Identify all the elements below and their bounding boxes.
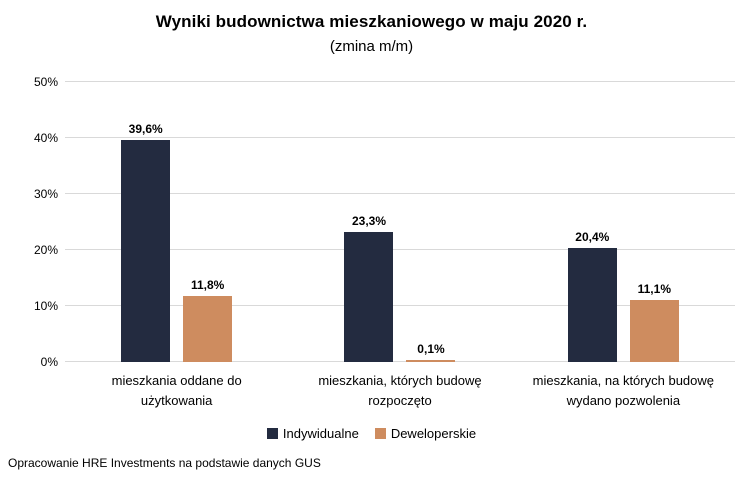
bar-indywidualne: 39,6% bbox=[121, 122, 171, 362]
legend-item-indywidualne: Indywidualne bbox=[266, 426, 359, 441]
legend: Indywidualne Deweloperskie bbox=[0, 426, 743, 441]
source-note: Opracowanie HRE Investments na podstawie… bbox=[8, 456, 321, 470]
chart-subtitle: (zmina m/m) bbox=[329, 38, 414, 55]
gridline bbox=[65, 305, 735, 306]
x-axis: mieszkania oddane do użytkowania mieszkan… bbox=[65, 371, 735, 410]
x-axis-label-text: mieszkania, których budowę rozpoczęto bbox=[318, 373, 482, 408]
bar-indywidualne: 23,3% bbox=[344, 214, 394, 362]
gridline bbox=[65, 361, 735, 362]
legend-label: Deweloperskie bbox=[390, 426, 477, 441]
y-axis-tick: 20% bbox=[33, 243, 58, 257]
x-axis-label: mieszkania, których budowę rozpoczęto bbox=[288, 371, 511, 410]
x-axis-label-text: mieszkania, na których budowę wydano poz… bbox=[532, 373, 714, 408]
legend-label: Indywidualne bbox=[282, 426, 359, 441]
bar-group: 39,6% 11,8% bbox=[65, 82, 288, 362]
y-axis-tick: 30% bbox=[33, 187, 58, 201]
bar-deweloperskie: 11,1% bbox=[629, 282, 679, 362]
bar-value-label: 23,3% bbox=[351, 213, 386, 228]
legend-item-deweloperskie: Deweloperskie bbox=[374, 426, 477, 441]
gridline bbox=[65, 249, 735, 250]
x-axis-label: mieszkania oddane do użytkowania bbox=[65, 371, 288, 410]
bar-value-label: 39,6% bbox=[128, 122, 163, 137]
bar-deweloperskie: 0,1% bbox=[406, 342, 456, 362]
y-axis: 0% 10% 20% 30% 40% 50% bbox=[0, 75, 58, 369]
legend-swatch-icon bbox=[374, 428, 386, 439]
bar-value-label: 11,1% bbox=[637, 281, 671, 296]
plot-area: 39,6% 11,8% 23,3% 0,1% 20,4% 11,1% bbox=[65, 81, 735, 362]
gridline bbox=[65, 137, 735, 138]
y-axis-tick: 10% bbox=[33, 299, 58, 313]
x-axis-label: mieszkania, na których budowę wydano poz… bbox=[512, 371, 735, 410]
bar-value-label: 20,4% bbox=[575, 229, 610, 244]
x-axis-label-text: mieszkania oddane do użytkowania bbox=[111, 373, 242, 408]
legend-swatch-icon bbox=[266, 428, 278, 439]
bar-group: 23,3% 0,1% bbox=[288, 82, 511, 362]
bar-value-label: 11,8% bbox=[190, 277, 225, 292]
bar-deweloperskie: 11,8% bbox=[183, 278, 233, 362]
bar-indywidualne: 20,4% bbox=[567, 230, 617, 362]
gridline bbox=[65, 81, 735, 82]
bar-value-label: 0,1% bbox=[417, 342, 445, 356]
y-axis-tick: 0% bbox=[40, 355, 58, 369]
bar-group: 20,4% 11,1% bbox=[512, 82, 735, 362]
chart-title: Wyniki budownictwa mieszkaniowego w maju… bbox=[155, 12, 588, 31]
y-axis-tick: 50% bbox=[33, 75, 58, 89]
y-axis-tick: 40% bbox=[33, 131, 58, 145]
gridline bbox=[65, 193, 735, 194]
